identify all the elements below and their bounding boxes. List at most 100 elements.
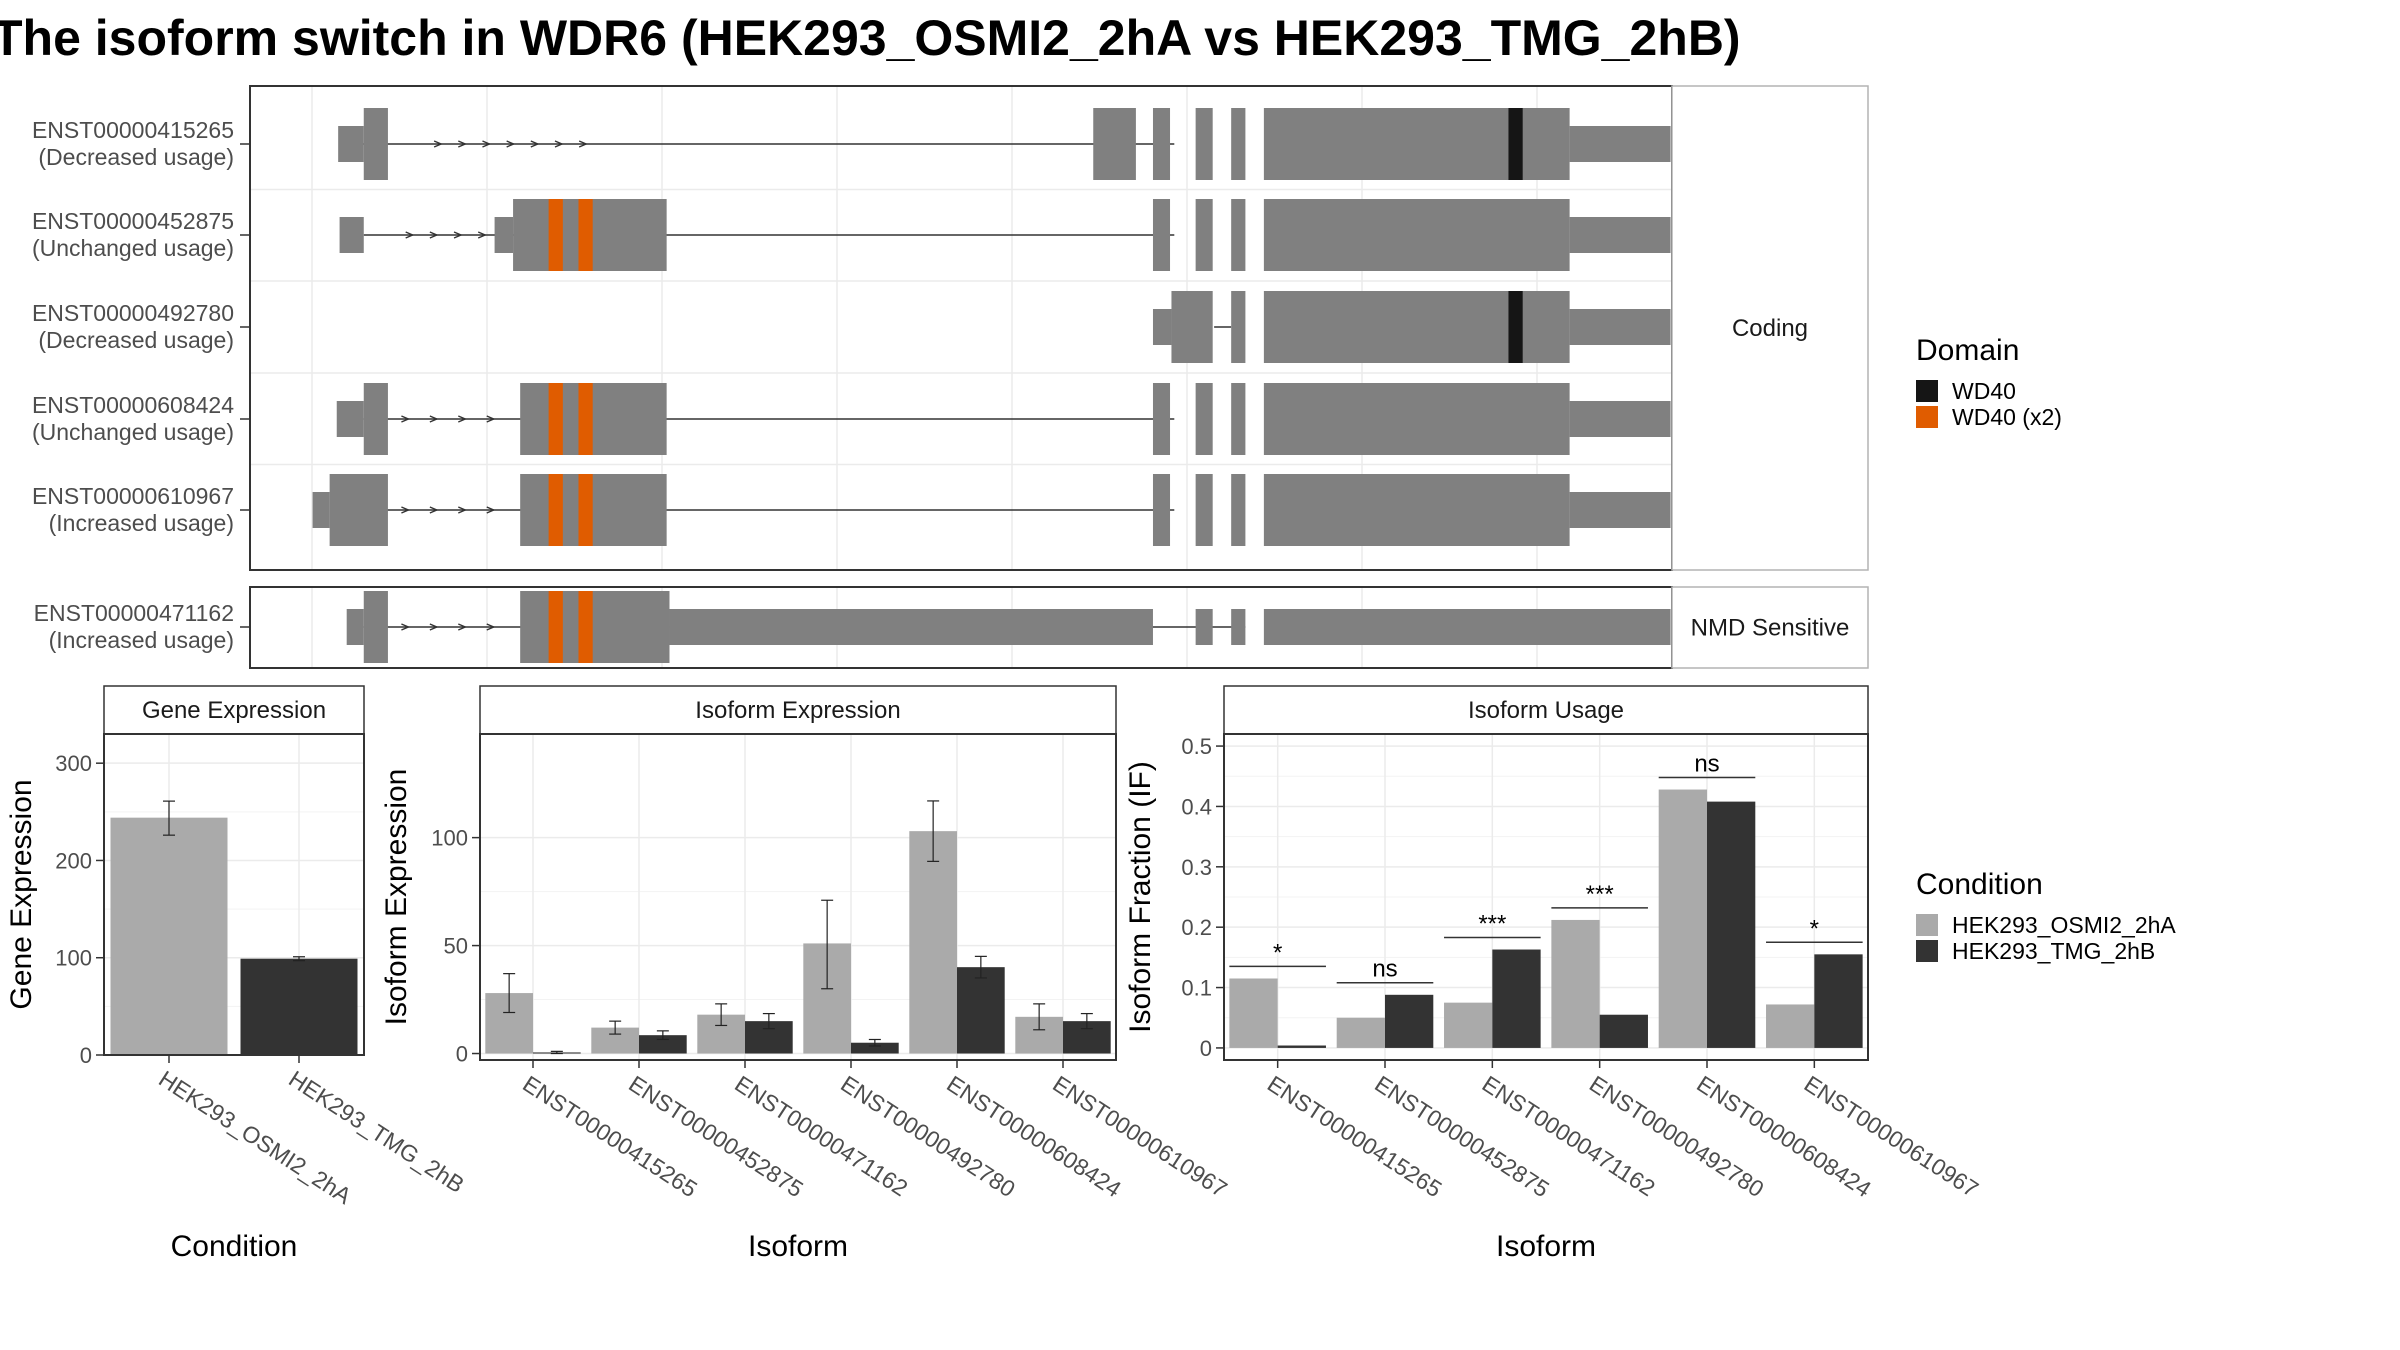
bar-condition-b	[957, 967, 1005, 1054]
bar-condition-a	[909, 831, 957, 1054]
chart-title: Gene Expression	[142, 697, 326, 724]
condition-legend-swatch-b	[1916, 940, 1938, 962]
y-tick-label: 0.2	[1181, 915, 1212, 940]
protein-domain-wd40x2	[548, 591, 563, 663]
x-tick-label: ENST00000492780	[836, 1070, 1020, 1202]
intron-direction-arrow	[453, 231, 463, 239]
x-tick-label: ENST00000415265	[1263, 1070, 1447, 1202]
intron-direction-arrow	[458, 140, 468, 148]
intron-direction-arrow	[578, 140, 588, 148]
intron-direction-arrow	[429, 506, 439, 514]
condition-legend-label-a: HEK293_OSMI2_2hA	[1952, 912, 2176, 938]
coding-exon	[1263, 291, 1570, 363]
intron-direction-arrow	[486, 506, 496, 514]
coding-exon	[1171, 291, 1213, 363]
y-axis-title: Isoform Fraction (IF)	[1124, 761, 1157, 1033]
bar-condition-b	[1707, 801, 1756, 1048]
y-axis-title: Isoform Expression	[380, 769, 413, 1026]
bar-condition-a	[1229, 978, 1278, 1048]
significance-label: ns	[1372, 956, 1397, 983]
chart-plot-bg	[480, 734, 1116, 1060]
y-tick-label: 0.5	[1181, 734, 1212, 759]
structure-strip-label: NMD Sensitive	[1691, 615, 1850, 642]
chart-title-strip	[103, 685, 365, 735]
transcript-id-label: ENST00000492780	[32, 300, 234, 326]
domain-legend-label-wd40x2: WD40 (x2)	[1952, 404, 2062, 430]
utr-exon	[1569, 217, 1671, 253]
intron-direction-arrow	[458, 415, 468, 423]
structure-strip-label: Coding	[1732, 315, 1808, 342]
chart-panel-border	[479, 733, 1117, 1061]
coding-exon	[1231, 199, 1246, 271]
intron-direction-arrow	[506, 140, 516, 148]
bar-condition-b	[1599, 1014, 1648, 1048]
bar-condition-b	[639, 1035, 687, 1054]
bar-condition-a	[110, 817, 228, 1055]
significance-label: ***	[1586, 881, 1614, 908]
intron-direction-arrow	[429, 623, 439, 631]
intron-direction-arrow	[458, 623, 468, 631]
transcript-id-label: ENST00000415265	[32, 117, 234, 143]
chart-panel-border	[103, 733, 365, 1056]
intron-direction-arrow	[486, 623, 496, 631]
intron-direction-arrow	[401, 506, 411, 514]
y-tick-label: 100	[55, 946, 92, 971]
intron-direction-arrow	[477, 231, 487, 239]
coding-exon	[1231, 291, 1246, 363]
coding-exon	[1195, 383, 1213, 455]
significance-label: *	[1273, 939, 1282, 966]
y-tick-label: 50	[444, 934, 468, 959]
x-tick-label: ENST00000452875	[1370, 1070, 1554, 1202]
y-tick-label: 200	[55, 848, 92, 873]
x-tick-label: ENST00000608424	[942, 1070, 1126, 1202]
utr-exon	[1263, 609, 1671, 645]
transcript-id-label: ENST00000610967	[32, 483, 234, 509]
domain-legend-label-wd40: WD40	[1952, 378, 2016, 404]
transcript-id-label: ENST00000452875	[32, 208, 234, 234]
coding-exon	[1093, 108, 1136, 180]
coding-exon	[1195, 474, 1213, 546]
utr-exon	[1569, 126, 1671, 162]
y-tick-label: 0	[456, 1042, 468, 1067]
gene-expression-chart: Gene Expression0100200300HEK293_OSMI2_2h…	[5, 685, 469, 1263]
utr-exon	[1569, 492, 1671, 528]
coding-exon	[1231, 383, 1246, 455]
transcript-usage-label: (Decreased usage)	[38, 144, 234, 170]
utr-exon	[1231, 609, 1246, 645]
transcript-id-label: ENST00000608424	[32, 392, 234, 418]
utr-exon	[312, 492, 330, 528]
coding-exon	[1152, 383, 1171, 455]
coding-exon	[1263, 199, 1570, 271]
y-tick-label: 0	[80, 1043, 92, 1068]
protein-domain-wd40	[1508, 291, 1523, 363]
protein-domain-wd40x2	[548, 199, 563, 271]
coding-exon	[363, 108, 388, 180]
protein-domain-wd40x2	[578, 383, 593, 455]
y-tick-label: 0	[1200, 1036, 1212, 1061]
y-tick-label: 0.4	[1181, 794, 1212, 819]
bar-condition-a	[1336, 1017, 1385, 1048]
utr-exon	[1195, 609, 1213, 645]
intron-direction-arrow	[429, 415, 439, 423]
transcript-usage-label: (Increased usage)	[49, 627, 234, 653]
protein-domain-wd40x2	[578, 591, 593, 663]
coding-exon	[520, 591, 670, 663]
x-tick-label: ENST00000610967	[1800, 1070, 1984, 1202]
intron-direction-arrow	[401, 415, 411, 423]
y-tick-label: 0.1	[1181, 976, 1212, 1001]
structure-strip	[1671, 586, 1869, 669]
coding-exon	[520, 474, 667, 546]
intron-direction-arrow	[401, 623, 411, 631]
transcript-usage-label: (Increased usage)	[49, 510, 234, 536]
protein-domain-wd40x2	[578, 199, 593, 271]
coding-exon	[1231, 474, 1246, 546]
coding-exon	[1152, 199, 1171, 271]
intron-direction-arrow	[554, 140, 564, 148]
coding-exon	[1263, 474, 1570, 546]
x-axis-title: Isoform	[1496, 1230, 1596, 1263]
intron-direction-arrow	[486, 415, 496, 423]
x-tick-label: ENST00000608424	[1692, 1070, 1876, 1202]
bar-condition-b	[1277, 1045, 1326, 1048]
utr-exon	[1569, 401, 1671, 437]
